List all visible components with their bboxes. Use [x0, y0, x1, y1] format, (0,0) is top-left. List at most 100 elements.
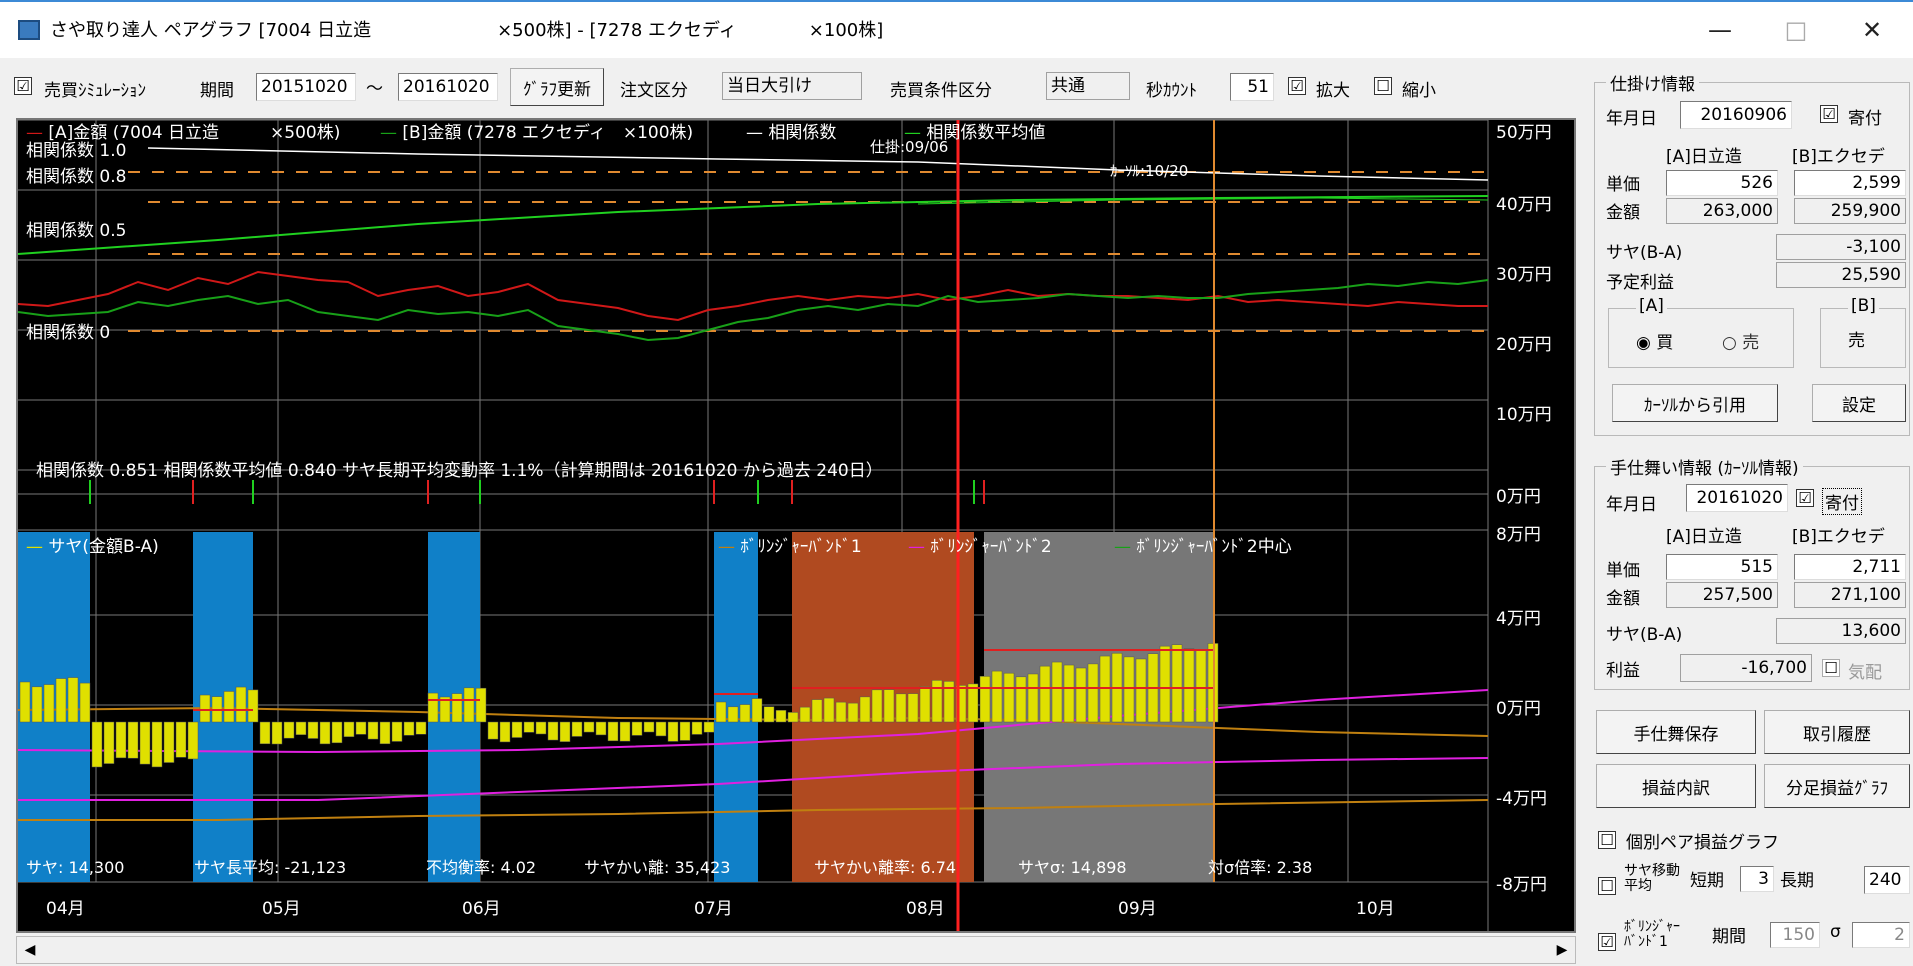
cursor-marker: ｶｰｿﾙ:10/20	[1110, 162, 1189, 180]
exit-b-price[interactable]: 2,711	[1794, 554, 1906, 580]
spread-bar	[511, 721, 523, 738]
spread-bar	[907, 693, 919, 723]
spread-bar	[31, 686, 43, 723]
spread-bar	[943, 681, 955, 723]
sell-radio[interactable]: ○ 売	[1722, 333, 1760, 353]
spread-bar	[871, 689, 883, 723]
buy-radio[interactable]: ◉ 買	[1636, 333, 1674, 353]
spread-bar	[319, 721, 331, 745]
y-label-20: 20万円	[1496, 335, 1552, 355]
exit-yoritsuke-checkbox[interactable]: ☑	[1796, 488, 1814, 508]
spread-bar	[607, 721, 619, 742]
bb-label: ﾎﾞﾘﾝｼﾞｬｰﾊﾞﾝﾄﾞ1	[1624, 919, 1680, 950]
maximize-button[interactable]: □	[1784, 16, 1808, 44]
ma-short-input[interactable]: 3	[1740, 866, 1774, 892]
entry-col-a: [A]日立造	[1666, 147, 1742, 167]
period-from-input[interactable]: 20151020	[256, 73, 356, 101]
spread-bar	[475, 687, 487, 723]
spread-bar	[763, 706, 775, 723]
exit-info-legend: 手仕舞い情報 (ｶｰｿﾙ情報)	[1606, 454, 1803, 479]
spread-bar	[1003, 672, 1015, 723]
bb-sigma-label: σ	[1830, 922, 1841, 942]
side-a-group	[1608, 308, 1794, 368]
entry-date-input[interactable]: 20160906	[1680, 101, 1792, 129]
cursor-quote-button[interactable]: ｶｰｿﾙから引用	[1612, 384, 1778, 422]
spread-bar	[619, 721, 631, 742]
spread-bar	[955, 685, 967, 723]
spread-bar	[835, 701, 847, 723]
y-label-m4: -4万円	[1496, 789, 1547, 809]
entry-yoritsuke-checkbox[interactable]: ☑	[1820, 104, 1838, 124]
period-to-input[interactable]: 20161020	[398, 73, 498, 101]
zoom-out-label: 縮小	[1402, 81, 1436, 101]
stat-sigma-ratio: 対σ倍率: 2.38	[1208, 858, 1313, 877]
settings-button[interactable]: 設定	[1812, 384, 1906, 422]
exit-a-price[interactable]: 515	[1666, 554, 1778, 580]
exit-col-a: [A]日立造	[1666, 527, 1742, 547]
spread-bar	[979, 676, 991, 723]
spread-bar	[583, 721, 595, 733]
spread-bar	[1063, 664, 1075, 723]
save-exit-button[interactable]: 手仕舞保存	[1596, 710, 1756, 754]
entry-a-price[interactable]: 526	[1666, 170, 1778, 196]
spread-bar	[355, 721, 367, 735]
corr-label-08: 相関係数 0.8	[26, 167, 127, 187]
entry-marker: 仕掛:09/06	[870, 138, 949, 156]
window-title: さや取り達人 ペアグラフ [7004 日立造 ×500株] - [7278 エク…	[50, 20, 884, 41]
entry-b-price[interactable]: 2,599	[1794, 170, 1906, 196]
exit-date-input[interactable]: 20161020	[1686, 484, 1788, 512]
spread-bar	[175, 721, 187, 758]
quote-label: 気配	[1848, 663, 1882, 683]
spread-bar	[1015, 676, 1027, 723]
close-button[interactable]: ✕	[1861, 16, 1883, 44]
pair-pl-checkbox[interactable]: ☐	[1598, 830, 1616, 850]
ma-label: サヤ移動平均	[1624, 863, 1680, 894]
minute-pl-graph-button[interactable]: 分足損益ｸﾞﾗﾌ	[1764, 764, 1910, 808]
legend-b: — [B]金額 (7278 エクセディ ×100株)	[380, 123, 694, 143]
legend-corr-avg: — 相関係数平均値	[904, 123, 1046, 143]
spread-bar	[343, 721, 355, 737]
exit-price-label: 単価	[1606, 561, 1640, 581]
ma-long-input[interactable]: 240	[1864, 866, 1910, 894]
spread-bar	[631, 721, 643, 736]
exit-date-label: 年月日	[1606, 495, 1657, 515]
exit-profit-value: -16,700	[1680, 654, 1812, 682]
quote-checkbox[interactable]: ☐	[1822, 658, 1840, 678]
entry-a-amount: 263,000	[1666, 198, 1778, 224]
ma-checkbox[interactable]: ☐	[1598, 876, 1616, 896]
sim-checkbox[interactable]: ☑	[14, 76, 32, 96]
exit-amount-label: 金額	[1606, 589, 1640, 609]
pl-detail-button[interactable]: 損益内訳	[1596, 764, 1756, 808]
bb-sigma-input[interactable]: 2	[1852, 922, 1910, 948]
scroll-left-icon[interactable]: ◀	[17, 937, 43, 963]
trade-history-button[interactable]: 取引履歴	[1764, 710, 1910, 754]
app-icon	[18, 20, 40, 40]
legend-a: — [A]金額 (7004 日立造 ×500株)	[26, 123, 341, 143]
spread-bar	[1027, 673, 1039, 723]
spread-bar	[1099, 655, 1111, 723]
bb-period-input[interactable]: 150	[1770, 922, 1820, 948]
side-b-legend: [B]	[1848, 296, 1879, 316]
stat-sigma: サヤσ: 14,898	[1018, 858, 1127, 877]
horizontal-scrollbar[interactable]: ◀ ▶	[16, 936, 1576, 964]
pair-chart[interactable]: — [A]金額 (7004 日立造 ×500株) — [B]金額 (7278 エ…	[16, 118, 1576, 933]
bb-checkbox[interactable]: ☑	[1598, 932, 1616, 952]
spread-bar	[595, 721, 607, 736]
spread-bar	[679, 721, 691, 741]
spread-bar	[67, 677, 79, 723]
minimize-button[interactable]: —	[1708, 16, 1732, 44]
spread-bar	[787, 712, 799, 723]
spread-bar	[667, 721, 679, 742]
scroll-right-icon[interactable]: ▶	[1549, 937, 1575, 963]
legend-bb2-center: — ﾎﾞﾘﾝｼﾞｬｰﾊﾞﾝﾄﾞ2中心	[1114, 537, 1292, 557]
y-label-40: 40万円	[1496, 195, 1552, 215]
spread-bar	[187, 721, 199, 760]
ma-short-label: 短期	[1690, 871, 1724, 891]
x-label-apr: 04月	[46, 899, 85, 919]
entry-col-b: [B]エクセデ	[1792, 147, 1885, 167]
x-label-may: 05月	[262, 899, 301, 919]
graph-update-button[interactable]: ｸﾞﾗﾌ更新	[510, 68, 604, 106]
entry-expected-label: 予定利益	[1606, 273, 1674, 293]
zoom-in-checkbox[interactable]: ☑	[1288, 76, 1306, 96]
zoom-out-checkbox[interactable]: ☐	[1374, 76, 1392, 96]
